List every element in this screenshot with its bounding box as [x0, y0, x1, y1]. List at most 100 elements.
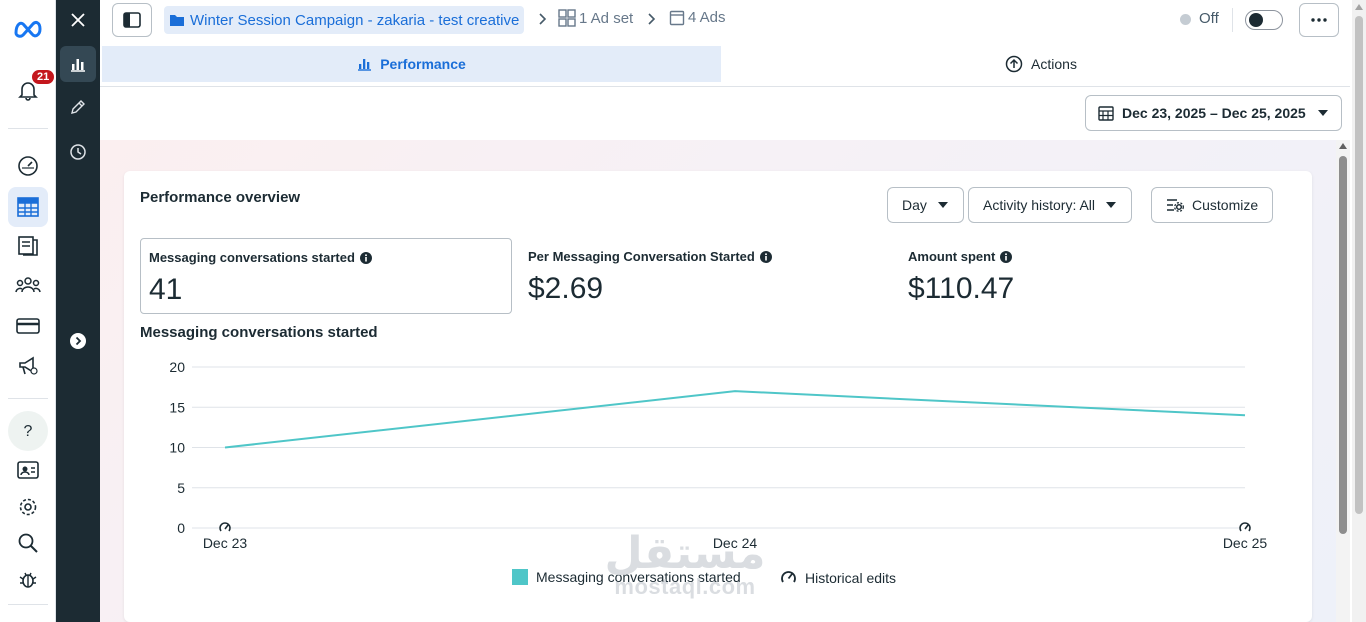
dashboard-icon[interactable]: [8, 146, 48, 186]
info-icon[interactable]: [759, 250, 772, 263]
metric-value: $2.69: [528, 272, 604, 305]
info-icon[interactable]: [1000, 250, 1013, 263]
global-nav: 21 ?: [0, 0, 57, 622]
breadcrumb-campaign[interactable]: Winter Session Campaign - zakaria - test…: [164, 6, 525, 34]
report-bug-icon[interactable]: [8, 559, 48, 599]
caret-down-icon: [1106, 202, 1117, 208]
adset-grid-icon: [558, 9, 576, 27]
breadcrumb-campaign-label: Winter Session Campaign - zakaria - test…: [190, 11, 520, 29]
toggle-knob: [1249, 13, 1263, 27]
page-scrollbar-thumb[interactable]: [1355, 16, 1363, 514]
actions-arrow-up-icon: [1005, 55, 1023, 73]
customize-button[interactable]: Customize: [1151, 187, 1274, 223]
historical-edit-marker: [1239, 522, 1251, 532]
divider: [1232, 8, 1233, 32]
settings-icon[interactable]: [8, 487, 48, 527]
historical-edit-marker-needle: [224, 524, 229, 530]
line-chart: 0 5 10 15 20 Dec 23 Dec 24 Dec 25: [169, 359, 1268, 551]
granularity-label: Day: [902, 197, 927, 213]
date-range-label: Dec 23, 2025 – Dec 25, 2025: [1122, 105, 1306, 121]
info-icon[interactable]: [359, 251, 372, 264]
billing-icon[interactable]: [8, 306, 48, 346]
breadcrumb-adset[interactable]: 1 Ad set: [558, 9, 633, 27]
chevron-right-icon: [648, 13, 656, 25]
metric-label: Messaging conversations started: [149, 250, 372, 265]
top-bar: Winter Session Campaign - zakaria - test…: [100, 0, 1350, 40]
metric-value: $110.47: [908, 272, 1015, 305]
breadcrumb-ads-label: 4 Ads: [688, 9, 726, 26]
x-tick-label: Dec 25: [1223, 535, 1268, 551]
content-scrollbar-thumb[interactable]: [1339, 156, 1347, 534]
y-tick-label: 5: [177, 480, 185, 496]
legend-item-series[interactable]: Messaging conversations started: [512, 569, 741, 585]
legend-edits-label: Historical edits: [805, 569, 897, 586]
legend-item-historical-edits[interactable]: Historical edits: [780, 569, 896, 586]
customize-label: Customize: [1192, 197, 1259, 213]
historical-edit-marker: [219, 522, 231, 532]
nav-divider: [8, 604, 48, 605]
date-range-picker[interactable]: Dec 23, 2025 – Dec 25, 2025: [1085, 95, 1342, 131]
metric-card-amount-spent[interactable]: Amount spent $110.47: [900, 238, 1272, 314]
scroll-up-arrow-icon[interactable]: [1339, 143, 1347, 149]
page-scroll-up-arrow-icon[interactable]: [1355, 4, 1363, 10]
audiences-icon[interactable]: [8, 265, 48, 305]
series-line: [224, 390, 1246, 449]
account-overview-icon[interactable]: [8, 450, 48, 490]
breadcrumb-adset-label: 1 Ad set: [579, 9, 634, 27]
ads-manager-table-icon[interactable]: [8, 187, 48, 227]
y-tick-label: 15: [169, 399, 185, 415]
tab-performance-label: Performance: [380, 56, 466, 72]
activity-history-dropdown[interactable]: Activity history: All: [968, 187, 1133, 223]
expand-chevron-icon[interactable]: [60, 323, 96, 359]
performance-chart-icon[interactable]: [60, 46, 96, 82]
campaigns-megaphone-icon[interactable]: [8, 346, 48, 386]
notifications-icon[interactable]: 21: [8, 68, 57, 110]
tab-performance[interactable]: Performance: [102, 46, 721, 82]
granularity-dropdown[interactable]: Day: [887, 187, 964, 223]
svg-text:?: ?: [24, 423, 33, 440]
meta-logo-icon[interactable]: [8, 8, 48, 48]
customize-settings-icon: [1167, 199, 1184, 212]
metric-label: Per Messaging Conversation Started: [528, 249, 772, 264]
toggle-panel-button[interactable]: [112, 3, 152, 37]
breadcrumb-ads[interactable]: 4 Ads: [669, 9, 726, 26]
status-dot: [1180, 14, 1191, 25]
caret-down-icon: [937, 202, 948, 208]
y-tick-label: 10: [169, 440, 185, 456]
tab-actions-label: Actions: [1031, 56, 1077, 72]
metric-label-text: Amount spent: [908, 249, 996, 264]
side-panel-nav: [56, 0, 100, 622]
campaign-on-off-toggle[interactable]: [1245, 10, 1283, 30]
metric-card-cost-per-conversation[interactable]: Per Messaging Conversation Started $2.69: [520, 238, 892, 314]
historical-edit-marker-needle: [1244, 524, 1249, 530]
metric-value: 41: [149, 273, 183, 306]
help-icon[interactable]: ?: [8, 411, 48, 451]
status-label: Off: [1199, 10, 1219, 27]
x-tick-label: Dec 23: [203, 535, 248, 551]
card-title: Performance overview: [140, 189, 301, 206]
folder-icon: [170, 15, 184, 26]
historical-edits-gauge-icon: [781, 571, 796, 583]
close-icon[interactable]: [60, 2, 96, 38]
tabs-divider: [100, 86, 1350, 87]
bar-chart-icon: [358, 59, 372, 71]
metric-label-text: Messaging conversations started: [149, 250, 355, 265]
nav-divider: [8, 128, 48, 129]
legend-swatch: [512, 569, 528, 585]
nav-divider: [8, 398, 48, 399]
metric-label: Amount spent: [908, 249, 1013, 264]
more-options-button[interactable]: [1299, 3, 1339, 37]
history-clock-icon[interactable]: [60, 134, 96, 170]
pages-icon[interactable]: [8, 225, 48, 265]
ad-icon: [669, 10, 685, 25]
activity-history-label: Activity history: All: [983, 197, 1096, 213]
search-icon[interactable]: [8, 523, 48, 563]
caret-down-icon: [1318, 110, 1328, 116]
tab-actions[interactable]: Actions: [721, 46, 1361, 82]
edit-pencil-icon[interactable]: [60, 89, 96, 125]
y-tick-label: 20: [169, 359, 185, 375]
metric-card-messaging-conversations[interactable]: Messaging conversations started 41: [140, 238, 512, 314]
y-tick-label: 0: [177, 520, 185, 536]
panel-layout-icon: [123, 12, 141, 28]
chevron-right-icon: [539, 13, 547, 25]
